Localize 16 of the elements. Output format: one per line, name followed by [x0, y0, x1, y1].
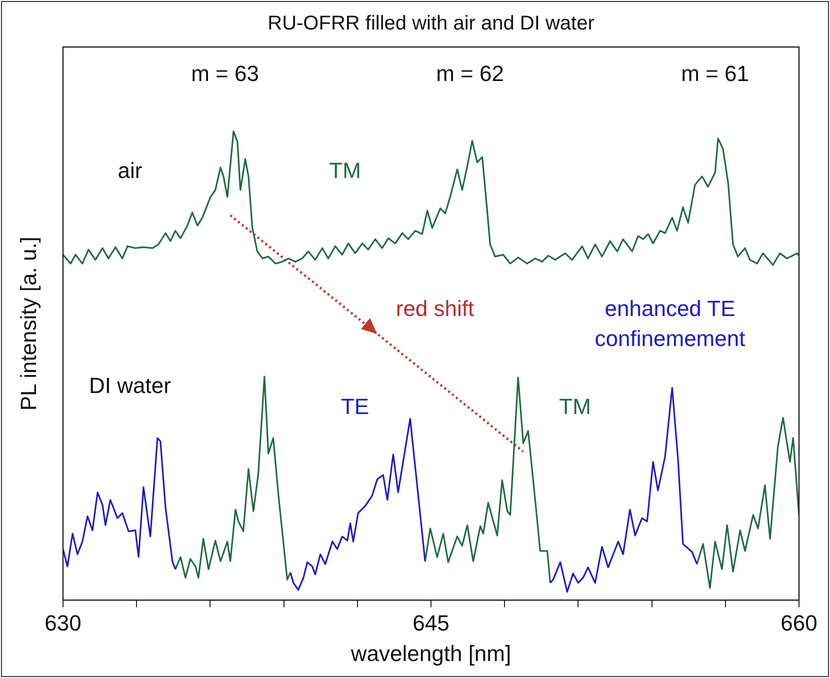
- text: m = 63: [191, 61, 259, 86]
- x-tick-label: 645: [412, 610, 450, 636]
- annotation: enhanced TE confinemement: [594, 296, 746, 352]
- x-tick-label: 630: [44, 610, 82, 636]
- annotation: DI water: [89, 373, 171, 398]
- annotation: red shift: [396, 296, 474, 322]
- text: m = 62: [436, 61, 504, 86]
- series-label: TE: [340, 394, 370, 420]
- x-tick-label: 660: [780, 610, 818, 636]
- text: m = 61: [681, 61, 749, 86]
- chart-title: RU-OFRR filled with air and DI water: [268, 12, 595, 35]
- text: TM: [329, 158, 361, 184]
- y-axis-title: PL intensity [a. u.]: [16, 236, 42, 411]
- annotation: air: [118, 158, 142, 184]
- x-axis-title: wavelength [nm]: [350, 640, 512, 666]
- series-label: TM: [559, 394, 591, 420]
